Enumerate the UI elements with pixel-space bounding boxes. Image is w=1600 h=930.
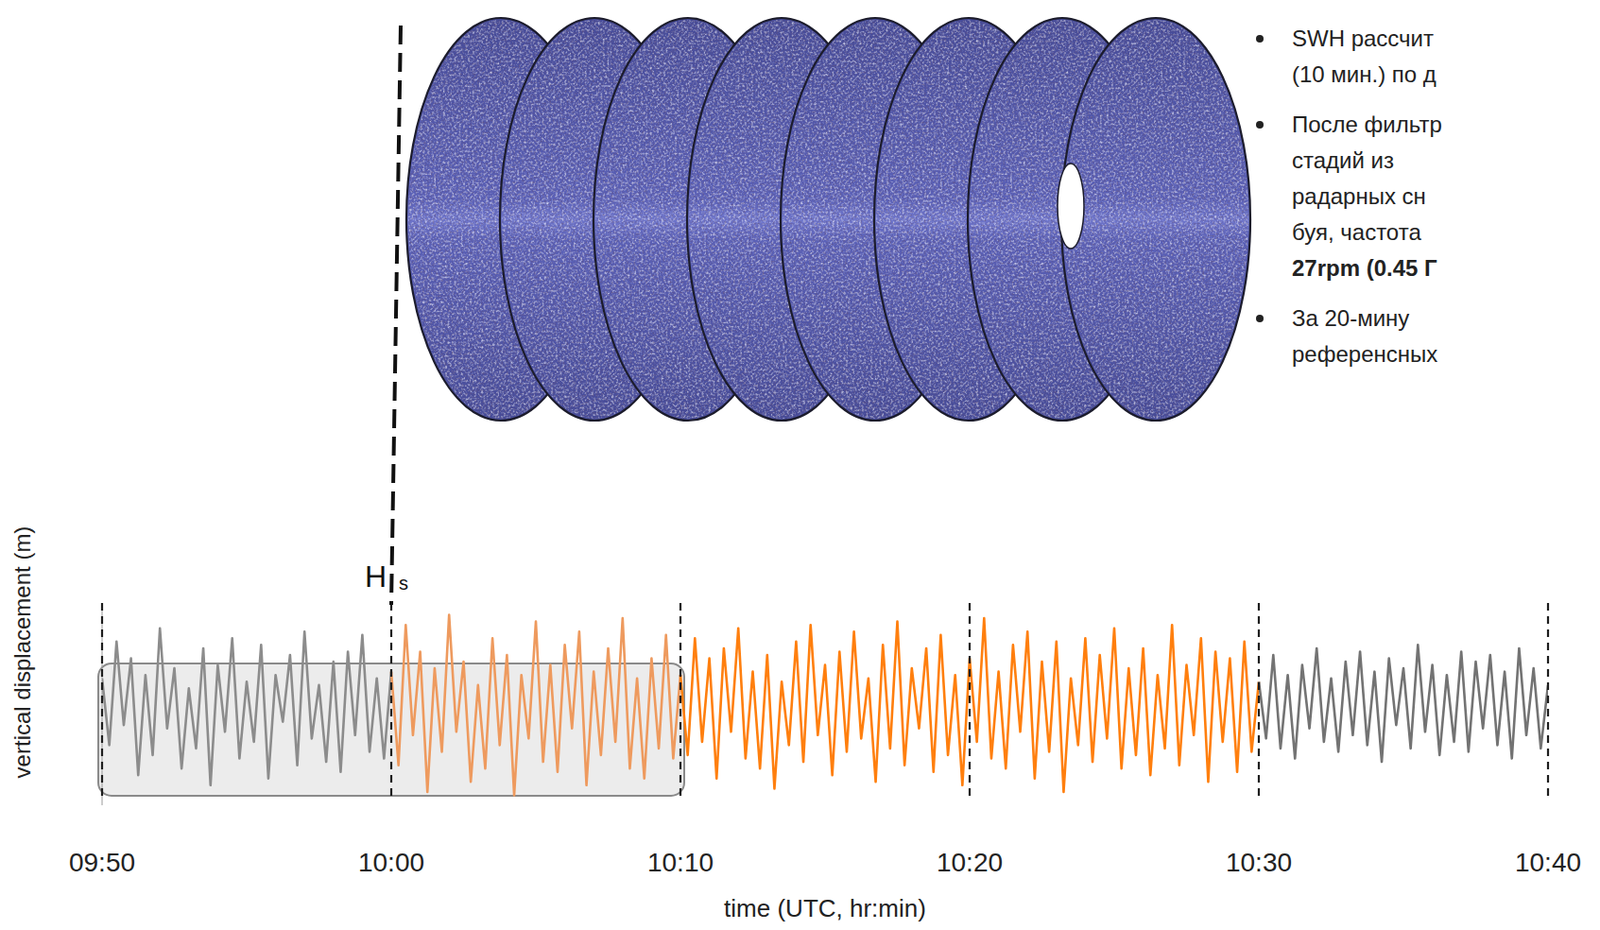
grid-line	[101, 602, 104, 796]
x-tick-label: 09:50	[68, 847, 136, 878]
bullet-text: буя, частота	[1291, 219, 1422, 245]
grid-line	[1257, 602, 1260, 796]
grid-line	[390, 602, 393, 796]
radar-hole	[1057, 163, 1084, 249]
annotation-line	[391, 25, 401, 605]
bullet-text: (10 мин.) по д	[1291, 61, 1437, 87]
grid-line	[968, 602, 971, 796]
radar-texture	[1063, 19, 1249, 419]
slide: SWH рассчит (10 мин.) по д После фильтр ста…	[0, 0, 1600, 930]
x-tick-label: 10:30	[1225, 847, 1292, 878]
bullet-text: стадий из	[1291, 147, 1394, 173]
bullet-text: радарных сн	[1291, 183, 1427, 209]
annotation-text: H	[364, 559, 387, 594]
radar-disk	[1061, 17, 1251, 421]
chart: 09:50 10:00 10:10 10:20 10:30 10:40 time (UTC,…	[9, 25, 1582, 923]
bullet-text: 27rpm (0.45 Г	[1291, 255, 1438, 281]
annotation-subscript: s	[398, 572, 409, 594]
y-axis-title: vertical displacement (m)	[9, 526, 35, 779]
bullet-text: референсных	[1291, 341, 1438, 367]
bullet-dot	[1255, 314, 1264, 323]
displacement-line	[102, 628, 392, 786]
x-tick-label: 10:00	[358, 847, 425, 878]
x-axis-title: time (UTC, hr:min)	[723, 894, 927, 923]
x-tick-label: 10:40	[1514, 847, 1582, 878]
radar-image-stack	[406, 17, 1251, 421]
x-tick-label: 10:10	[647, 847, 714, 878]
displacement-line	[1258, 644, 1549, 762]
bullet-text: SWH рассчит	[1291, 25, 1434, 52]
radar-image	[1057, 17, 1251, 421]
x-tick-label: 10:20	[936, 847, 1003, 878]
bullet-dot	[1255, 34, 1264, 43]
bullet-text: После фильтр	[1291, 111, 1443, 138]
series-group	[102, 615, 1549, 796]
bullet-list: SWH рассчит (10 мин.) по д После фильтр ста…	[1255, 25, 1443, 367]
grid-line	[679, 602, 682, 796]
bullet-text: За 20-мину	[1291, 305, 1410, 331]
bullet-dot	[1255, 120, 1264, 129]
grid-line	[1547, 602, 1549, 796]
radar-texture	[1063, 19, 1249, 419]
displacement-line	[391, 615, 681, 796]
